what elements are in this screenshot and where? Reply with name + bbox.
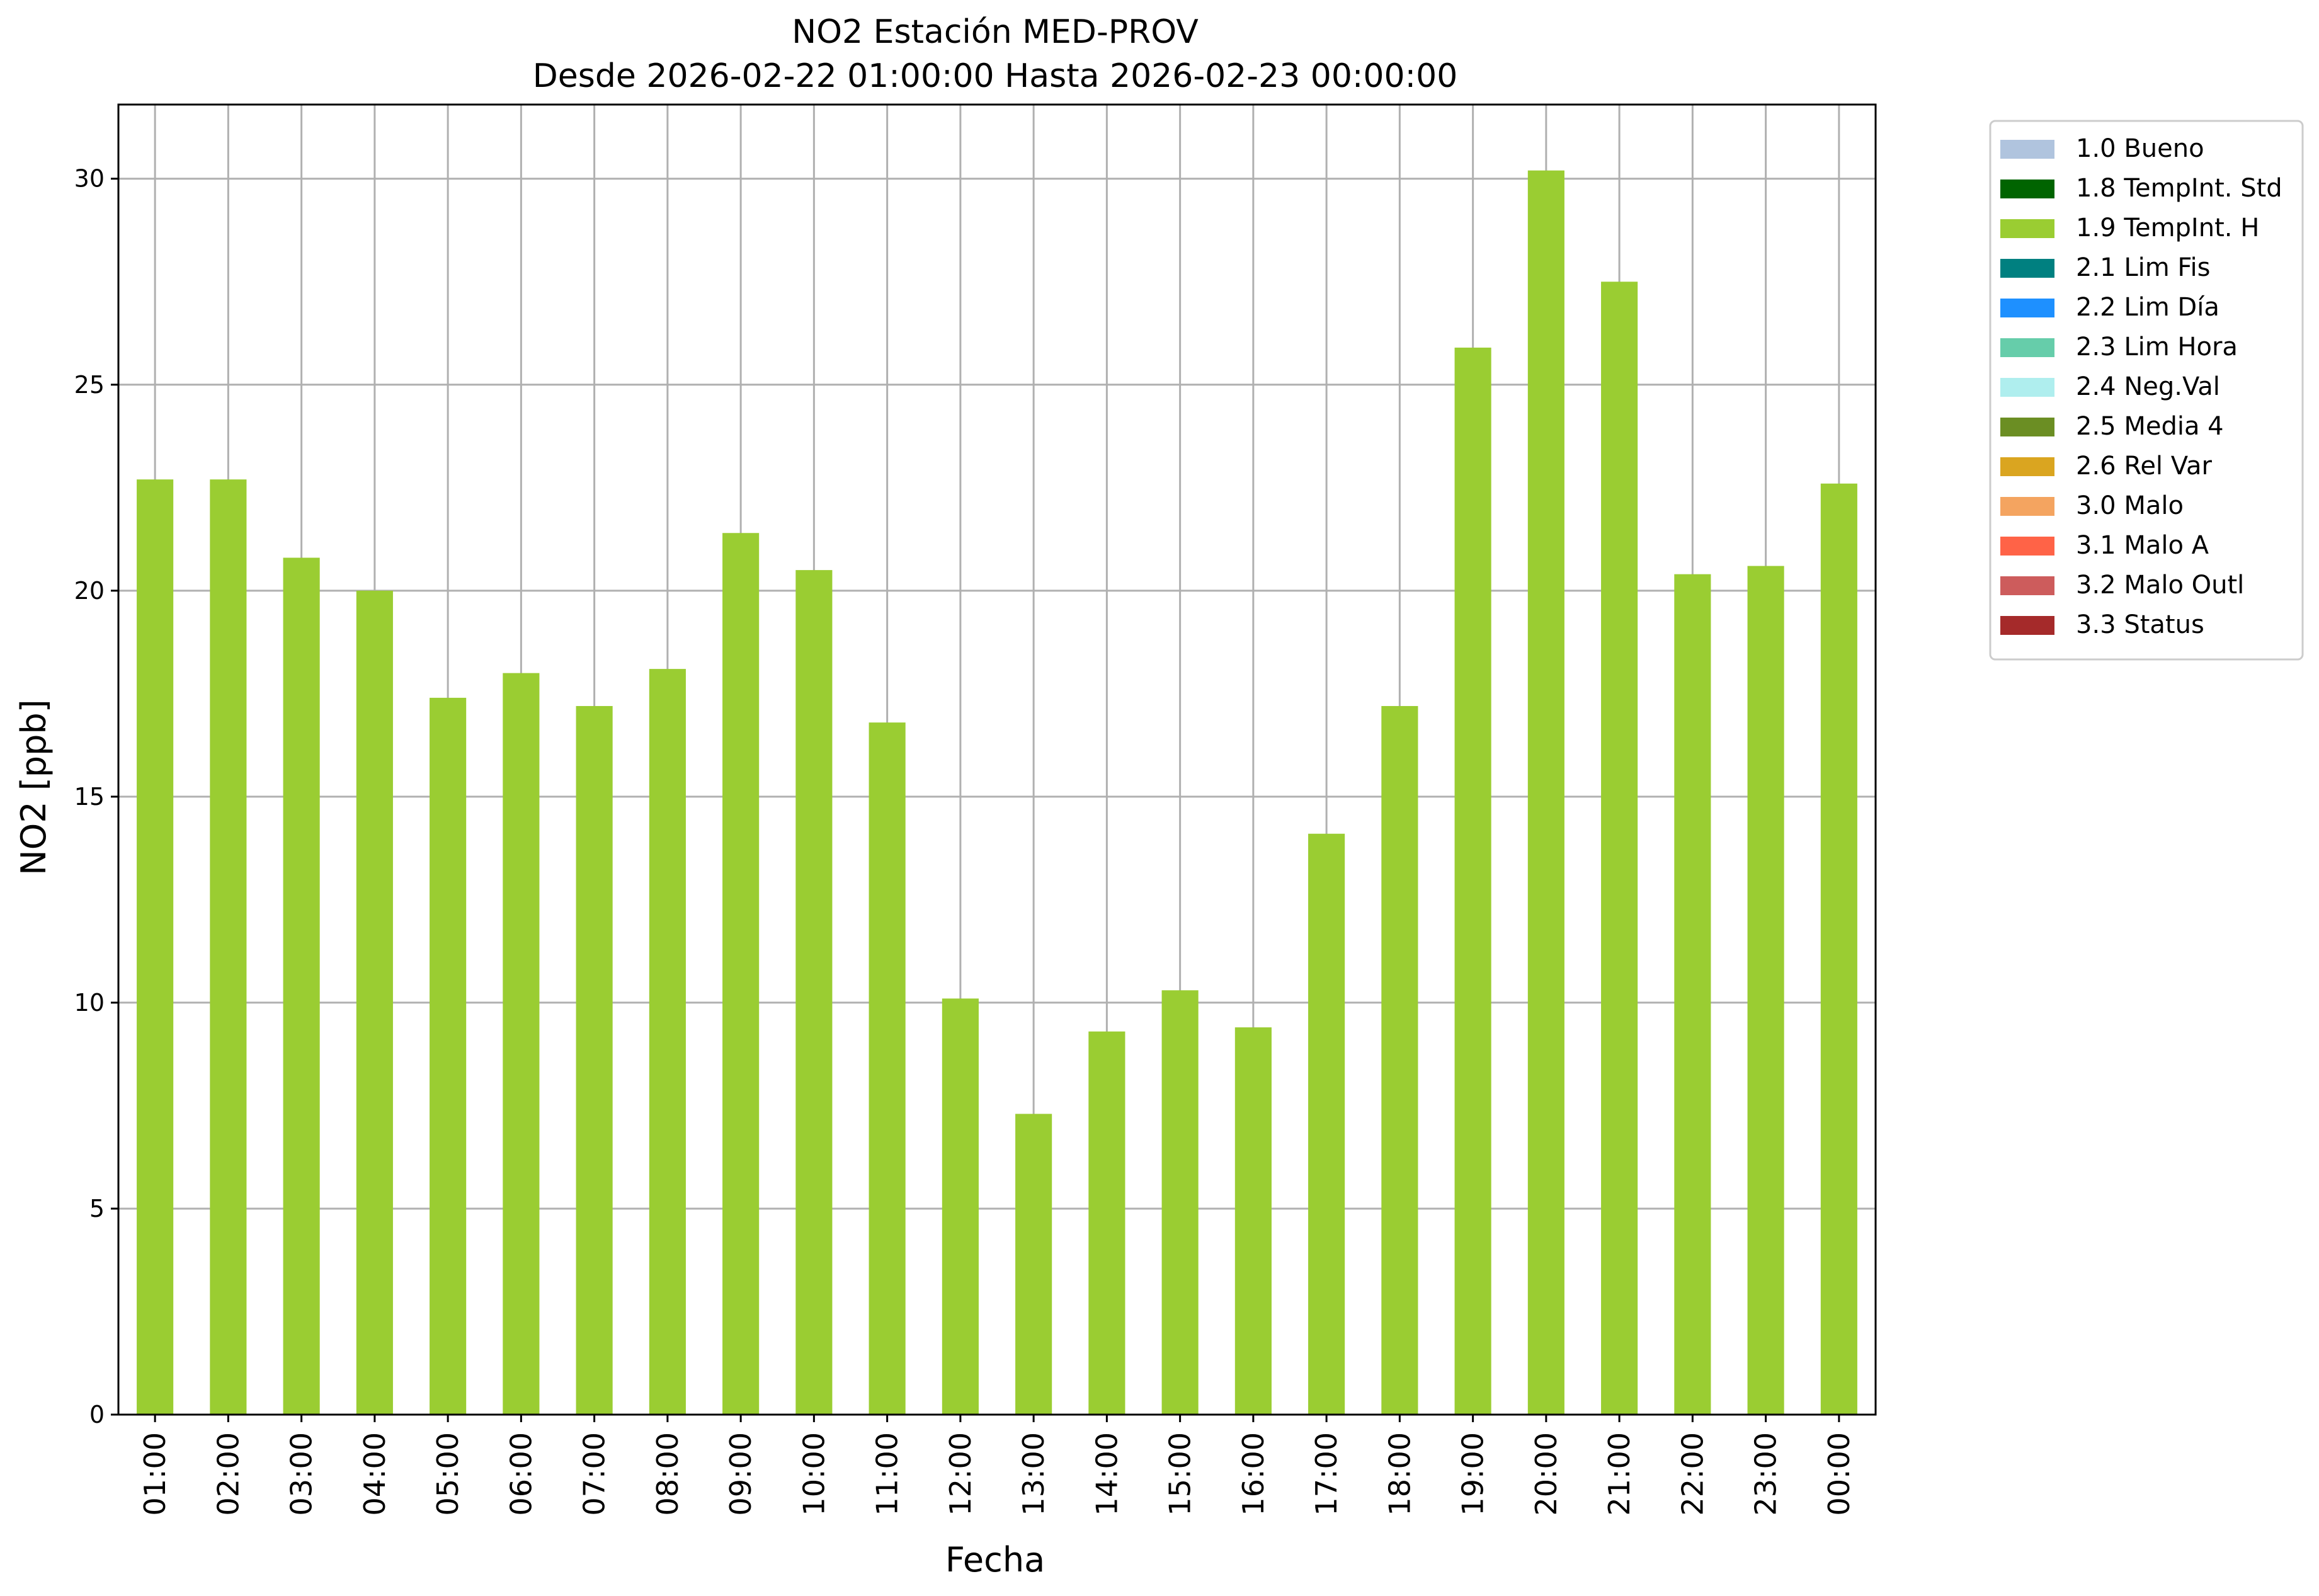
bar-1200: [942, 998, 979, 1415]
x-tick-label: 22:00: [1675, 1432, 1709, 1516]
legend-swatch: [2000, 140, 2054, 159]
legend-label: 2.6 Rel Var: [2076, 452, 2213, 481]
x-tick-label: 08:00: [651, 1432, 685, 1516]
y-tick-label: 30: [74, 165, 105, 193]
legend-label: 3.2 Malo Outl: [2076, 571, 2244, 600]
bar-1800: [1381, 705, 1418, 1415]
bar-0800: [649, 669, 686, 1415]
legend-label: 1.0 Bueno: [2076, 134, 2204, 163]
legend-swatch: [2000, 338, 2054, 357]
x-tick-label: 07:00: [578, 1432, 612, 1516]
bar-2000: [1527, 170, 1564, 1415]
bar-2200: [1674, 574, 1711, 1415]
bar-2100: [1601, 282, 1638, 1415]
bar-0500: [430, 697, 467, 1415]
bar-1300: [1015, 1114, 1052, 1415]
y-tick-label: 5: [89, 1195, 105, 1223]
x-tick-label: 16:00: [1236, 1432, 1270, 1516]
x-tick-label: 17:00: [1309, 1432, 1343, 1516]
legend-swatch: [2000, 219, 2054, 238]
legend-box: [1989, 120, 2304, 661]
x-axis-label: Fecha: [945, 1540, 1045, 1580]
y-tick-label: 25: [74, 371, 105, 399]
bar-0400: [356, 590, 393, 1415]
y-axis-label: NO2 [ppb]: [14, 699, 54, 875]
x-tick-label: 14:00: [1090, 1432, 1124, 1516]
x-tick-label: 13:00: [1017, 1432, 1051, 1516]
x-tick-label: 18:00: [1382, 1432, 1416, 1516]
x-tick-label: 05:00: [431, 1432, 465, 1516]
x-tick-label: 06:00: [504, 1432, 538, 1516]
x-tick-label: 10:00: [797, 1432, 831, 1516]
y-tick-label: 20: [74, 577, 105, 605]
axes: 0 5 10 15 20 25 30 01:00 02:00 03:00 04:00 05:00 06:…: [74, 103, 1877, 1516]
x-tick-label: 15:00: [1163, 1432, 1197, 1516]
legend-swatch: [2000, 378, 2054, 397]
legend-swatch: [2000, 616, 2054, 635]
x-tick-label: 23:00: [1749, 1432, 1783, 1516]
bar-1000: [795, 570, 833, 1415]
bar-0300: [283, 557, 320, 1415]
bar-0000: [1820, 483, 1857, 1415]
legend-label: 2.5 Media 4: [2076, 412, 2224, 441]
plot-frame: [117, 103, 1877, 1416]
y-tick-label: 0: [89, 1401, 105, 1428]
legend: 1.0 Bueno 1.8 TempInt. Std 1.9 TempInt. H 2…: [1989, 120, 2304, 661]
bar-1600: [1234, 1027, 1272, 1415]
legend-label: 2.4 Neg.Val: [2076, 372, 2220, 401]
bar-2300: [1747, 566, 1784, 1415]
chart-subtitle: Desde 2026-02-22 01:00:00 Hasta 2026-02-…: [533, 57, 1458, 95]
legend-label: 1.8 TempInt. Std: [2076, 174, 2282, 203]
bars: [137, 170, 1857, 1415]
x-tick-label: 20:00: [1529, 1432, 1563, 1516]
bar-0700: [576, 705, 613, 1415]
legend-swatch: [2000, 576, 2054, 595]
x-tick-label: 11:00: [870, 1432, 904, 1516]
y-tick-label: 15: [74, 783, 105, 811]
legend-label: 2.1 Lim Fis: [2076, 253, 2210, 282]
legend-swatch: [2000, 299, 2054, 317]
legend-swatch: [2000, 537, 2054, 556]
bar-1700: [1308, 833, 1345, 1415]
legend-label: 2.3 Lim Hora: [2076, 333, 2238, 362]
legend-swatch: [2000, 259, 2054, 278]
legend-swatch: [2000, 180, 2054, 198]
bar-0600: [503, 673, 540, 1415]
legend-label: 2.2 Lim Día: [2076, 293, 2219, 322]
x-tick-label: 21:00: [1602, 1432, 1636, 1516]
legend-label: 1.9 TempInt. H: [2076, 214, 2259, 242]
bar-1900: [1454, 347, 1491, 1415]
legend-label: 3.1 Malo A: [2076, 531, 2209, 560]
x-tick-label: 01:00: [138, 1432, 172, 1516]
x-tick-label: 12:00: [943, 1432, 977, 1516]
legend-swatch: [2000, 497, 2054, 516]
legend-swatch: [2000, 457, 2054, 476]
bar-0900: [722, 533, 760, 1415]
x-tick-label: 09:00: [724, 1432, 758, 1516]
x-tick-label: 00:00: [1822, 1432, 1856, 1516]
y-tick-label: 10: [74, 989, 105, 1017]
bar-1100: [869, 722, 906, 1415]
x-tick-label: 04:00: [358, 1432, 392, 1516]
x-tick-label: 19:00: [1456, 1432, 1490, 1516]
bar-1400: [1088, 1031, 1125, 1415]
x-tick-label: 03:00: [285, 1432, 319, 1516]
legend-label: 3.3 Status: [2076, 610, 2204, 639]
bar-0100: [137, 479, 174, 1415]
legend-label: 3.0 Malo: [2076, 491, 2184, 520]
chart-title: NO2 Estación MED-PROV: [792, 13, 1199, 51]
bar-0200: [210, 479, 247, 1415]
legend-swatch: [2000, 418, 2054, 436]
x-tick-label: 02:00: [211, 1432, 245, 1516]
bar-1500: [1161, 990, 1199, 1415]
